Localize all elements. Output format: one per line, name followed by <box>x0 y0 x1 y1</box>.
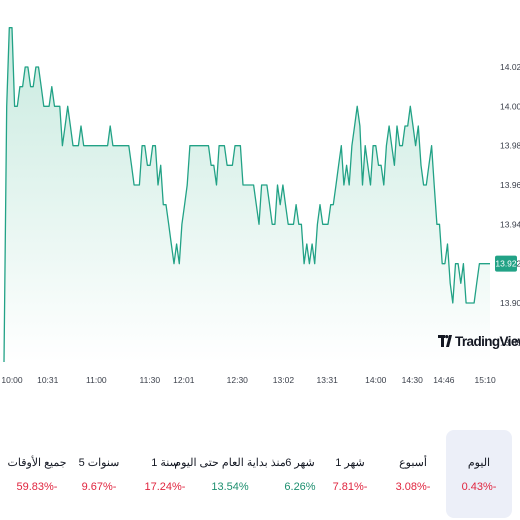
period-change: 6.26% <box>284 480 316 493</box>
period-label: 5 سنوات <box>78 456 120 469</box>
period-tab-5-years[interactable]: 5 سنوات 9.67%- <box>66 430 132 518</box>
period-tab-week[interactable]: أسبوع 3.08%- <box>380 430 446 518</box>
price-chart[interactable]: 14.02 14.00 13.98 13.96 13.94 13.92 13.90 13.88… <box>0 0 520 400</box>
x-axis-tick-label: 12:30 <box>227 375 249 385</box>
period-tab-today[interactable]: اليوم 0.43%- <box>446 430 512 518</box>
tradingview-logo-icon <box>438 335 452 347</box>
period-change: 3.08%- <box>395 480 431 493</box>
y-axis-tick-label: 13.96 <box>500 180 520 190</box>
period-tab-all-time[interactable]: جميع الأوقات 59.83%- <box>4 430 70 518</box>
tradingview-wordmark: TradingView <box>455 333 520 349</box>
period-change: 59.83%- <box>16 480 58 493</box>
x-axis-tick-label: 13:31 <box>317 375 339 385</box>
price-area-fill <box>4 27 490 362</box>
period-tab-1-month[interactable]: 1 شهر 7.81%- <box>317 430 383 518</box>
period-change: 17.24%- <box>144 480 186 493</box>
x-axis-tick-label: 10:31 <box>37 375 59 385</box>
period-tab-1-year[interactable]: 1 سنة 17.24%- <box>132 430 198 518</box>
period-label: منذ بداية العام حتى اليوم <box>174 456 286 469</box>
period-tab-ytd[interactable]: منذ بداية العام حتى اليوم 13.54% <box>174 430 285 518</box>
y-axis-tick-label: 13.88 <box>500 337 520 347</box>
period-label: 6 شهر <box>285 456 315 469</box>
period-label: اليوم <box>467 456 491 469</box>
y-axis-tick-label: 13.98 <box>500 141 520 151</box>
tradingview-logo: TradingView <box>438 330 520 352</box>
y-axis-tick-label: 14.00 <box>500 101 520 111</box>
y-axis-tick-label: 14.02 <box>500 62 520 72</box>
x-axis-tick-label: 13:02 <box>273 375 295 385</box>
x-axis-tick-label: 10:00 <box>1 375 23 385</box>
price-line <box>3 27 490 363</box>
price-chart-svg[interactable]: 14.02 14.00 13.98 13.96 13.94 13.92 13.90 13.88… <box>0 0 520 400</box>
x-axis-tick-label: 14:30 <box>402 375 424 385</box>
period-change: 0.43%- <box>461 480 497 493</box>
y-axis-tick-label: 13.94 <box>500 219 520 229</box>
x-axis-tick-label: 11:00 <box>86 375 107 385</box>
period-label: جميع الأوقات <box>7 456 67 469</box>
performance-tabs: اليوم 0.43%- أسبوع 3.08%- 1 شهر 7.81%- 6… <box>0 430 520 518</box>
last-price-label: 13.92 <box>495 259 517 269</box>
x-axis-tick-label: 14:46 <box>433 375 455 385</box>
x-axis-tick-label: 15:10 <box>474 375 496 385</box>
y-axis-tick-label: 13.90 <box>500 298 520 308</box>
period-tab-6-months[interactable]: 6 شهر 6.26% <box>267 430 333 518</box>
x-axis-tick-label: 12:01 <box>173 375 195 385</box>
period-change: 13.54% <box>211 480 249 493</box>
last-price-badge <box>495 255 517 272</box>
period-label: أسبوع <box>399 456 427 469</box>
x-axis-tick-label: 11:30 <box>139 375 160 385</box>
period-change: 9.67%- <box>81 480 117 493</box>
period-label: 1 سنة <box>151 456 179 469</box>
period-label: 1 شهر <box>335 456 365 469</box>
period-change: 7.81%- <box>332 480 368 493</box>
x-axis-tick-label: 14:00 <box>365 375 387 385</box>
